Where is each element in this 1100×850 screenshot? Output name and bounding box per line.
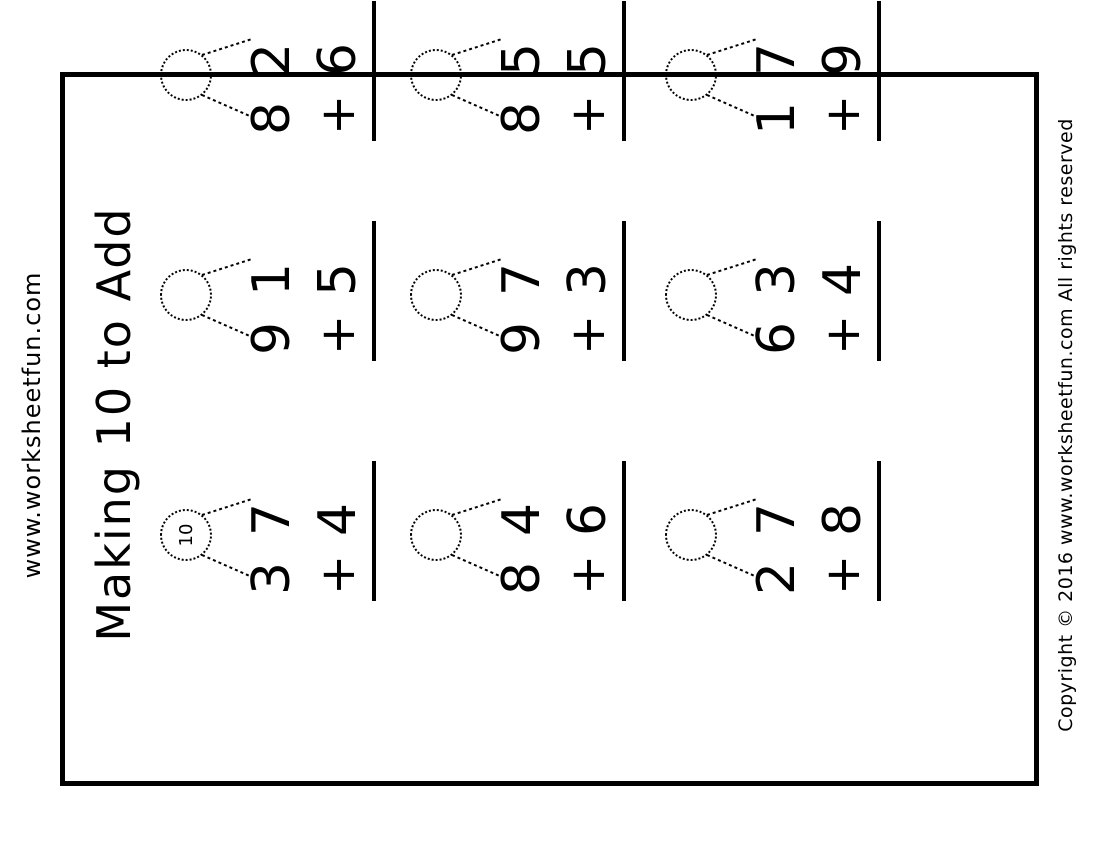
first-addend: 3	[242, 561, 302, 595]
problem-9: 1 7 9 +	[665, 1, 915, 221]
first-addend: 8	[492, 561, 552, 595]
plus-sign: +	[310, 314, 366, 355]
connector-lines	[706, 38, 758, 118]
first-addend: 2	[747, 561, 807, 595]
second-addend: 4	[492, 502, 552, 536]
connector-lines	[451, 498, 503, 578]
third-addend: 3	[558, 262, 618, 296]
problem-3: 8 2 6 +	[160, 1, 410, 221]
answer-line[interactable]	[877, 461, 881, 601]
third-addend: 6	[558, 502, 618, 536]
problem-6: 8 5 5 +	[410, 1, 660, 221]
third-addend: 6	[308, 42, 368, 76]
sum-bubble[interactable]	[160, 269, 212, 321]
sum-bubble[interactable]	[410, 269, 462, 321]
sum-bubble[interactable]	[410, 509, 462, 561]
plus-sign: +	[560, 94, 616, 135]
third-addend: 4	[308, 502, 368, 536]
problem-1: 10 3 7 4 +	[160, 461, 410, 681]
connector-lines	[201, 258, 253, 338]
second-addend: 1	[242, 262, 302, 296]
answer-line[interactable]	[877, 221, 881, 361]
sum-bubble[interactable]	[410, 49, 462, 101]
first-addend: 9	[492, 321, 552, 355]
second-addend: 7	[242, 502, 302, 536]
problem-2: 9 1 5 +	[160, 221, 410, 441]
second-addend: 7	[492, 262, 552, 296]
third-addend: 5	[558, 42, 618, 76]
sum-bubble[interactable]	[665, 49, 717, 101]
answer-line[interactable]	[622, 1, 626, 141]
second-addend: 5	[492, 42, 552, 76]
answer-line[interactable]	[622, 461, 626, 601]
third-addend: 4	[813, 262, 873, 296]
problem-7: 2 7 8 +	[665, 461, 915, 681]
second-addend: 2	[242, 42, 302, 76]
connector-lines	[451, 258, 503, 338]
problem-4: 8 4 6 +	[410, 461, 660, 681]
third-addend: 5	[308, 262, 368, 296]
third-addend: 8	[813, 502, 873, 536]
connector-lines	[201, 498, 253, 578]
sum-bubble[interactable]	[665, 269, 717, 321]
worksheet-frame: Making 10 to Add 10 3 7 4 +8 4 6 +2 7 8 +9 1 5 +9 7 3 +6…	[60, 1, 1039, 786]
first-addend: 9	[242, 321, 302, 355]
copyright-label: Copyright © 2016 www.worksheetfun.com Al…	[1055, 118, 1077, 732]
third-addend: 9	[813, 42, 873, 76]
answer-line[interactable]	[372, 221, 376, 361]
problem-5: 9 7 3 +	[410, 221, 660, 441]
worksheet-title: Making 10 to Add	[87, 206, 141, 642]
plus-sign: +	[815, 94, 871, 135]
plus-sign: +	[560, 314, 616, 355]
second-addend: 3	[747, 262, 807, 296]
problem-8: 6 3 4 +	[665, 221, 915, 441]
plus-sign: +	[560, 554, 616, 595]
plus-sign: +	[815, 554, 871, 595]
plus-sign: +	[815, 314, 871, 355]
answer-line[interactable]	[877, 1, 881, 141]
connector-lines	[706, 498, 758, 578]
first-addend: 8	[242, 101, 302, 135]
plus-sign: +	[310, 554, 366, 595]
second-addend: 7	[747, 42, 807, 76]
answer-line[interactable]	[372, 1, 376, 141]
sum-bubble[interactable]: 10	[160, 509, 212, 561]
answer-line[interactable]	[622, 221, 626, 361]
sum-bubble[interactable]	[160, 49, 212, 101]
first-addend: 8	[492, 101, 552, 135]
answer-line[interactable]	[372, 461, 376, 601]
connector-lines	[706, 258, 758, 338]
plus-sign: +	[310, 94, 366, 135]
first-addend: 1	[747, 101, 807, 135]
first-addend: 6	[747, 321, 807, 355]
website-label: www.worksheetfun.com	[18, 271, 46, 579]
second-addend: 7	[747, 502, 807, 536]
connector-lines	[201, 38, 253, 118]
sum-bubble[interactable]	[665, 509, 717, 561]
connector-lines	[451, 38, 503, 118]
